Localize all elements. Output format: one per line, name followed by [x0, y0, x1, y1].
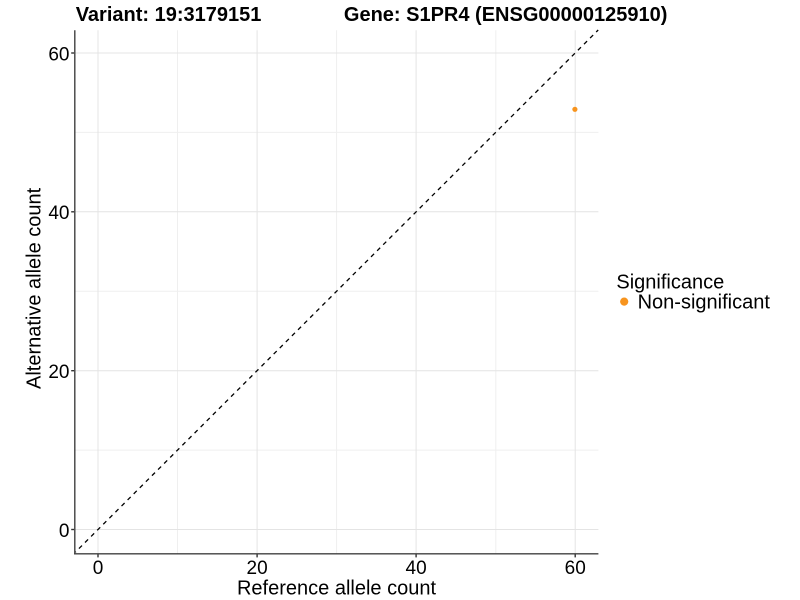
svg-text:60: 60 [48, 44, 69, 65]
svg-text:40: 40 [48, 203, 69, 224]
svg-text:40: 40 [406, 558, 427, 579]
svg-text:Significance: Significance [616, 272, 724, 294]
svg-text:20: 20 [247, 558, 268, 579]
svg-text:Variant: 19:3179151: Variant: 19:3179151 [76, 4, 262, 26]
svg-text:20: 20 [48, 362, 69, 383]
svg-text:Alternative allele count: Alternative allele count [23, 187, 45, 389]
svg-text:Gene: S1PR4 (ENSG00000125910): Gene: S1PR4 (ENSG00000125910) [344, 4, 668, 26]
svg-text:Reference allele count: Reference allele count [237, 577, 436, 599]
svg-text:60: 60 [565, 558, 586, 579]
svg-text:Non-significant: Non-significant [638, 292, 771, 314]
svg-text:0: 0 [59, 521, 70, 542]
svg-text:0: 0 [93, 558, 104, 579]
